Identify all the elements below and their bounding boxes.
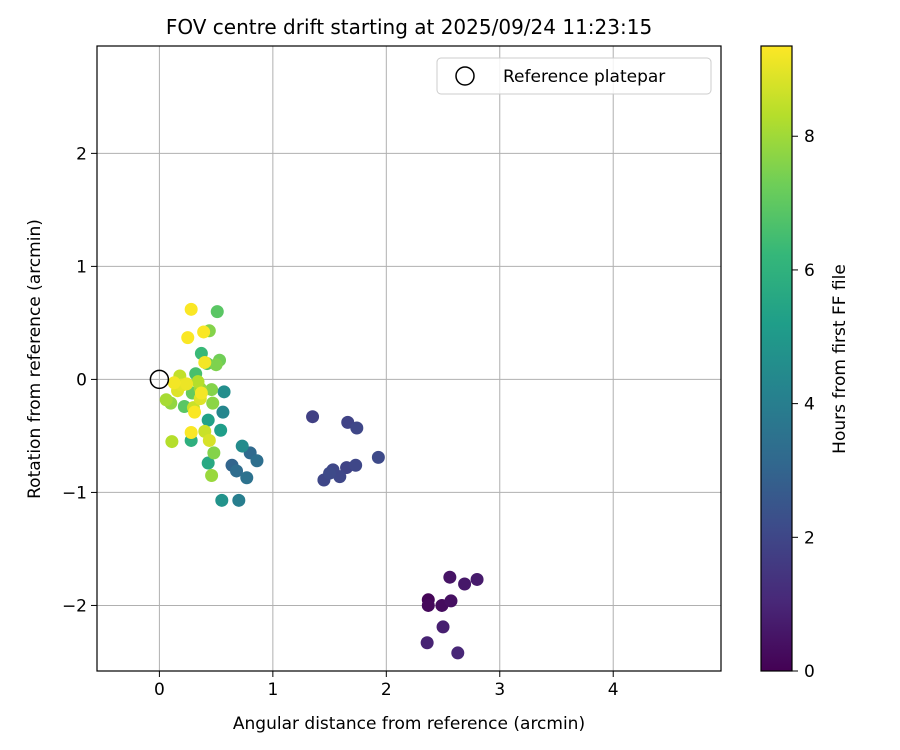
data-point <box>180 377 194 391</box>
data-point <box>184 302 198 316</box>
legend-label: Reference platepar <box>503 67 665 87</box>
data-point <box>470 572 484 586</box>
colorbar-label: Hours from first FF file <box>830 264 850 454</box>
data-point <box>451 646 465 660</box>
scatter-points <box>159 302 484 660</box>
y-tick-label: −1 <box>62 483 87 503</box>
colorbar-gradient <box>760 45 793 672</box>
data-point <box>240 471 254 485</box>
data-point <box>216 405 230 419</box>
y-tick-label: 1 <box>76 257 87 277</box>
data-point <box>191 375 205 389</box>
data-point <box>214 423 228 437</box>
data-point <box>323 466 337 480</box>
data-point <box>184 426 198 440</box>
plot-frame <box>96 45 722 672</box>
colorbar: 0 2 4 6 8 Hours from first FF file <box>760 45 850 682</box>
data-point <box>207 446 221 460</box>
data-point <box>235 439 249 453</box>
x-axis-label: Angular distance from reference (arcmin) <box>233 714 585 734</box>
data-point <box>217 385 231 399</box>
data-point <box>188 405 202 419</box>
data-point <box>201 456 215 470</box>
data-point <box>250 454 264 468</box>
data-point <box>167 376 181 390</box>
data-point <box>443 570 457 584</box>
plot-area: 0 1 2 3 4 −2 −1 0 1 2 <box>62 45 722 700</box>
data-point <box>230 464 244 478</box>
data-point <box>206 396 220 410</box>
y-tick-label: 0 <box>76 370 87 390</box>
x-tick-label: 1 <box>267 680 278 700</box>
colorbar-tick-label: 0 <box>804 662 815 682</box>
data-point <box>202 433 216 447</box>
legend-marker <box>455 66 475 86</box>
data-point <box>215 493 229 507</box>
data-point <box>436 620 450 634</box>
x-tick-label: 0 <box>154 680 165 700</box>
legend: Reference platepar <box>436 57 712 95</box>
data-point <box>194 386 208 400</box>
data-point <box>159 393 173 407</box>
data-point <box>165 435 179 449</box>
data-point <box>201 413 215 427</box>
data-point <box>444 594 458 608</box>
y-axis-ticks: −2 −1 0 1 2 <box>62 144 97 616</box>
x-axis-ticks: 0 1 2 3 4 <box>154 671 619 700</box>
y-tick-label: 2 <box>76 144 87 164</box>
y-axis-label: Rotation from reference (arcmin) <box>25 219 45 499</box>
colorbar-ticks: 0 2 4 6 8 <box>792 127 815 682</box>
data-point <box>421 598 435 612</box>
data-point <box>210 305 224 319</box>
x-tick-label: 3 <box>494 680 505 700</box>
data-point <box>458 577 472 591</box>
data-point <box>198 355 212 369</box>
y-tick-label: −2 <box>62 596 87 616</box>
grid <box>97 46 721 671</box>
data-point <box>333 470 347 484</box>
data-point <box>232 493 246 507</box>
colorbar-tick-label: 4 <box>804 395 815 415</box>
data-point <box>205 383 219 397</box>
data-point <box>420 636 434 650</box>
data-point <box>349 458 363 472</box>
data-point <box>371 450 385 464</box>
plot-background <box>97 46 721 671</box>
data-point <box>350 421 364 435</box>
x-tick-label: 4 <box>608 680 619 700</box>
colorbar-tick-label: 6 <box>804 261 815 281</box>
reference-platepar-marker <box>149 369 170 390</box>
data-point <box>181 331 195 345</box>
data-point <box>205 468 219 482</box>
data-point <box>306 410 320 424</box>
colorbar-tick-label: 2 <box>804 528 815 548</box>
legend-box <box>436 57 712 95</box>
data-point <box>197 325 211 339</box>
colorbar-tick-label: 8 <box>804 127 815 147</box>
chart-title: FOV centre drift starting at 2025/09/24 … <box>166 15 652 39</box>
x-tick-label: 2 <box>381 680 392 700</box>
data-point <box>209 358 223 372</box>
